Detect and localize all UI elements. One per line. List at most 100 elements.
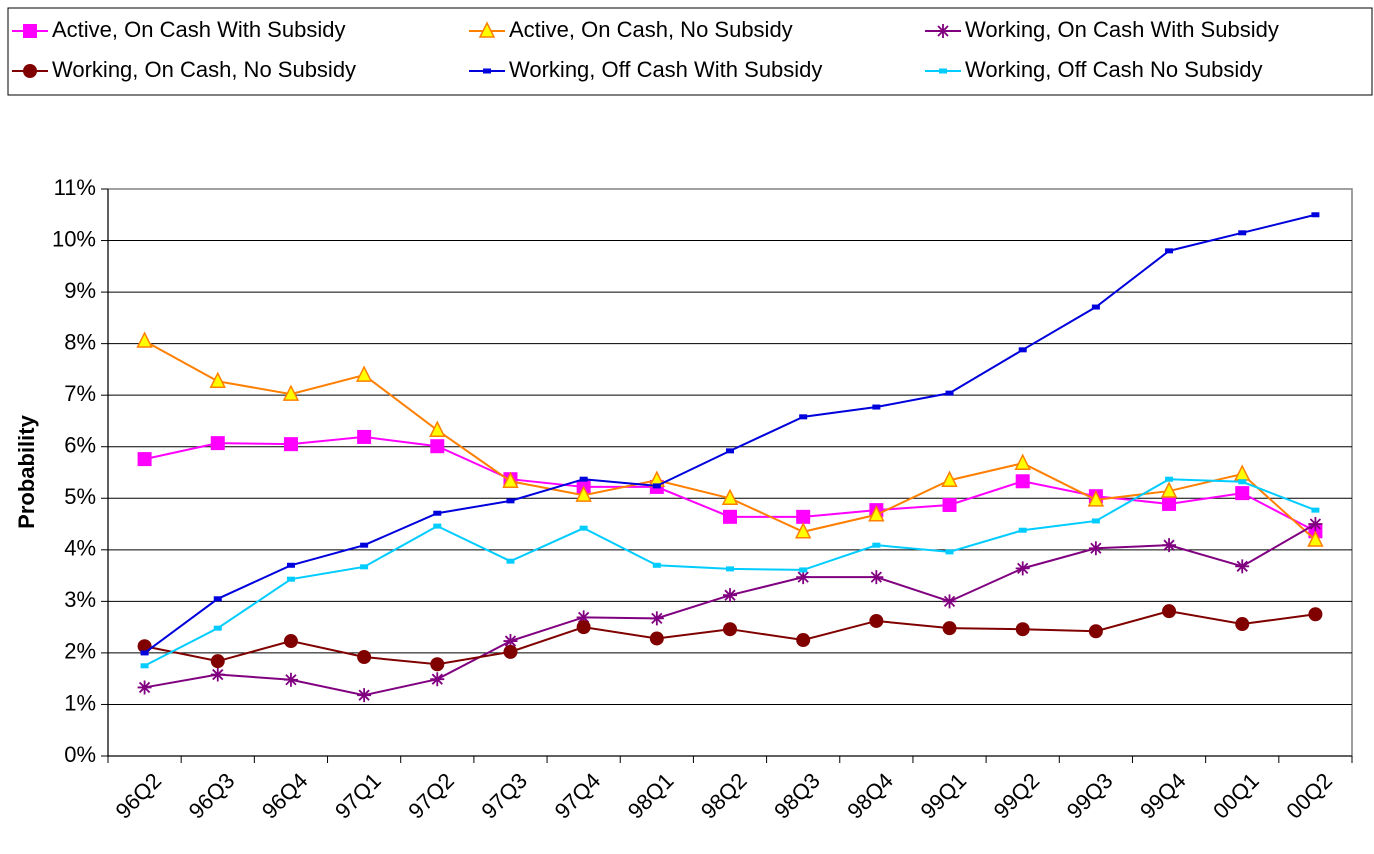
plot-area bbox=[107, 188, 1353, 757]
y-tick-label: 4% bbox=[64, 536, 96, 561]
data-point bbox=[503, 634, 518, 649]
data-point bbox=[210, 654, 225, 669]
data-point bbox=[799, 414, 808, 420]
x-tick-label: 00Q2 bbox=[1281, 768, 1337, 824]
data-point bbox=[945, 390, 954, 396]
data-point bbox=[137, 680, 152, 695]
data-point bbox=[652, 562, 661, 568]
data-point bbox=[1165, 476, 1174, 482]
data-point bbox=[723, 588, 737, 603]
data-point bbox=[872, 542, 881, 548]
x-tick-label: 97Q2 bbox=[403, 768, 459, 824]
data-point bbox=[1311, 507, 1320, 513]
data-point bbox=[796, 570, 811, 585]
x-tick-label: 98Q4 bbox=[842, 768, 898, 824]
data-point bbox=[357, 650, 372, 665]
x-tick-label: 98Q2 bbox=[696, 768, 752, 824]
x-tick-label: 99Q2 bbox=[989, 768, 1045, 824]
data-point bbox=[649, 611, 664, 626]
data-point bbox=[941, 470, 958, 487]
y-tick-label: 8% bbox=[64, 329, 96, 354]
data-point bbox=[1087, 490, 1105, 507]
data-point bbox=[360, 564, 369, 570]
legend-label: Active, On Cash With Subsidy bbox=[52, 17, 345, 42]
data-point bbox=[576, 620, 591, 635]
data-point bbox=[726, 448, 734, 454]
data-point bbox=[506, 558, 515, 564]
legend-label: Working, On Cash, No Subsidy bbox=[52, 57, 356, 82]
data-point bbox=[213, 625, 222, 631]
data-point bbox=[355, 365, 373, 382]
x-tick-label: 97Q4 bbox=[550, 768, 606, 824]
data-point bbox=[1088, 624, 1103, 639]
legend-box bbox=[7, 7, 1373, 96]
data-point bbox=[796, 509, 811, 524]
y-tick-label: 7% bbox=[64, 381, 96, 406]
x-tick-label: 98Q1 bbox=[623, 768, 679, 824]
data-point bbox=[1018, 527, 1027, 533]
y-tick-label: 6% bbox=[64, 433, 96, 458]
data-point bbox=[1160, 481, 1178, 498]
y-tick-label: 2% bbox=[64, 639, 96, 664]
data-point bbox=[1165, 248, 1174, 254]
data-point bbox=[1307, 530, 1324, 547]
data-point bbox=[282, 384, 300, 401]
data-point bbox=[1235, 559, 1250, 574]
data-point bbox=[652, 483, 661, 489]
legend-marker bbox=[939, 68, 947, 74]
data-point bbox=[1018, 347, 1027, 353]
data-point bbox=[579, 476, 588, 482]
data-point bbox=[1238, 230, 1247, 236]
data-point bbox=[872, 404, 881, 410]
data-point bbox=[140, 663, 149, 669]
x-tick-label: 99Q4 bbox=[1135, 768, 1191, 824]
data-point bbox=[430, 672, 445, 687]
data-point bbox=[723, 509, 737, 524]
legend-label: Working, On Cash With Subsidy bbox=[965, 17, 1279, 42]
data-point bbox=[579, 525, 588, 531]
data-point bbox=[575, 485, 592, 502]
data-point bbox=[649, 631, 664, 646]
x-tick-label: 99Q3 bbox=[1062, 768, 1118, 824]
y-tick-label: 0% bbox=[64, 742, 96, 767]
legend-marker bbox=[936, 24, 950, 38]
y-tick-label: 10% bbox=[52, 226, 96, 251]
legend-label: Working, Off Cash No Subsidy bbox=[965, 57, 1263, 82]
data-point bbox=[1308, 517, 1323, 532]
data-point bbox=[1308, 607, 1323, 622]
data-point bbox=[1015, 474, 1030, 489]
data-point bbox=[1015, 561, 1030, 576]
x-tick-label: 98Q3 bbox=[769, 768, 825, 824]
data-point bbox=[942, 621, 957, 636]
data-point bbox=[140, 650, 149, 656]
data-point bbox=[430, 657, 445, 672]
y-axis-title: Probability bbox=[14, 414, 39, 528]
data-point bbox=[209, 371, 226, 389]
x-tick-label: 96Q2 bbox=[110, 768, 166, 824]
legend-marker bbox=[478, 21, 496, 38]
x-tick-label: 00Q1 bbox=[1208, 768, 1264, 824]
data-point bbox=[357, 688, 372, 703]
data-point bbox=[1238, 479, 1247, 485]
data-point bbox=[1015, 622, 1030, 637]
data-point bbox=[796, 633, 811, 648]
data-point bbox=[360, 542, 369, 548]
data-point bbox=[433, 510, 442, 516]
data-point bbox=[433, 523, 442, 529]
data-point bbox=[213, 596, 222, 602]
data-point bbox=[283, 672, 298, 687]
data-point bbox=[283, 437, 298, 452]
data-point bbox=[721, 488, 739, 506]
legend-label: Working, Off Cash With Subsidy bbox=[509, 57, 822, 82]
x-tick-label: 96Q3 bbox=[184, 768, 240, 824]
x-tick-label: 96Q4 bbox=[257, 768, 313, 824]
data-point bbox=[286, 576, 295, 582]
data-point bbox=[210, 667, 225, 682]
y-tick-label: 1% bbox=[64, 690, 96, 715]
legend-marker bbox=[483, 68, 491, 74]
data-point bbox=[502, 471, 519, 489]
data-point bbox=[942, 497, 957, 512]
x-tick-label: 99Q1 bbox=[915, 768, 971, 824]
data-point bbox=[945, 549, 954, 555]
